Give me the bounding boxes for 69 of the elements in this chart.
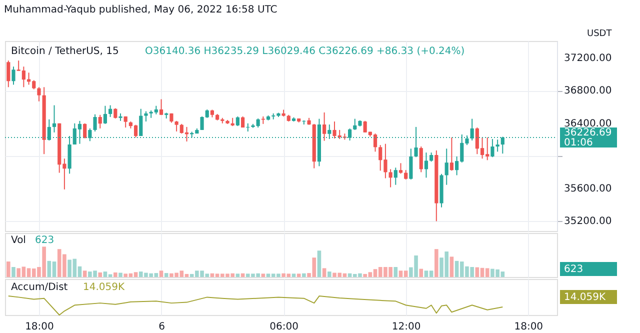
x-tick-label: 18:00 xyxy=(514,322,544,332)
candlestick xyxy=(430,152,434,162)
candlestick xyxy=(419,146,423,173)
candlestick xyxy=(322,112,326,142)
candlestick xyxy=(388,168,392,188)
bar xyxy=(434,249,438,277)
candlestick xyxy=(450,136,454,172)
candlestick xyxy=(12,66,16,86)
bar xyxy=(322,268,326,277)
x-tick-label: 12:00 xyxy=(392,322,421,332)
y-tick-label: 36400.00 xyxy=(564,118,612,130)
bar xyxy=(164,273,168,277)
candlestick xyxy=(159,98,164,116)
y-tick-label: 37200.00 xyxy=(564,53,612,64)
candlestick xyxy=(174,120,178,132)
bar xyxy=(296,274,301,277)
bar xyxy=(12,266,16,277)
text: USDT xyxy=(587,29,612,39)
text: 14.059K xyxy=(564,292,606,303)
bar xyxy=(114,272,118,277)
candlestick xyxy=(353,118,357,130)
x-tick-label: 6 xyxy=(158,322,165,332)
chart-title: Bitcoin / TetherUS, 15 xyxy=(11,46,119,57)
y-tick-label: 35200.00 xyxy=(564,216,612,228)
candlestick xyxy=(114,108,118,119)
candlestick xyxy=(108,104,112,118)
candlestick xyxy=(83,122,87,139)
candlestick xyxy=(37,86,41,102)
bar xyxy=(98,272,102,277)
bar xyxy=(118,272,122,277)
bar xyxy=(450,256,454,277)
bar xyxy=(159,270,164,277)
bar xyxy=(419,268,424,277)
bar xyxy=(302,273,306,277)
candlestick xyxy=(490,138,494,158)
candlestick xyxy=(394,167,398,186)
text: Muhammad-Yaqub published, May 06, 2022 16:58 UTC xyxy=(4,4,278,16)
chart-title: Vol xyxy=(11,235,26,246)
candlestick xyxy=(409,148,413,180)
candlestick xyxy=(404,170,408,180)
candlestick xyxy=(444,148,448,186)
bar xyxy=(394,266,398,277)
candlestick xyxy=(398,162,403,174)
bar xyxy=(236,274,240,277)
x-tick-label: 06:00 xyxy=(270,322,298,332)
x-tick-label: 18:00 xyxy=(25,322,54,332)
bar xyxy=(292,274,296,277)
candlestick xyxy=(98,114,102,129)
text: 623 xyxy=(35,235,54,246)
candlestick xyxy=(103,105,108,124)
y-tick-label: 35600.00 xyxy=(564,184,612,195)
candlestick xyxy=(236,116,240,127)
text: 01:06 xyxy=(564,137,593,148)
bar xyxy=(328,272,332,277)
candlestick xyxy=(52,104,56,133)
y-tick-label: 36800.00 xyxy=(564,86,612,97)
text: 623 xyxy=(564,264,584,275)
candlestick xyxy=(6,60,10,88)
bar xyxy=(82,270,87,277)
bar xyxy=(261,274,266,277)
text: 14.059K xyxy=(83,282,125,293)
chart-title: Accum/Dist xyxy=(11,282,68,293)
bar xyxy=(6,262,10,277)
candlestick xyxy=(424,152,428,178)
annotation: O36140.36 H36235.29 L36029.46 C36226.69 +86.33 (+0.24%) xyxy=(145,46,465,57)
candlestick xyxy=(93,114,97,132)
bar xyxy=(317,250,322,277)
candlestick xyxy=(144,110,148,122)
ref-line-label: 36226.69 xyxy=(564,127,612,138)
